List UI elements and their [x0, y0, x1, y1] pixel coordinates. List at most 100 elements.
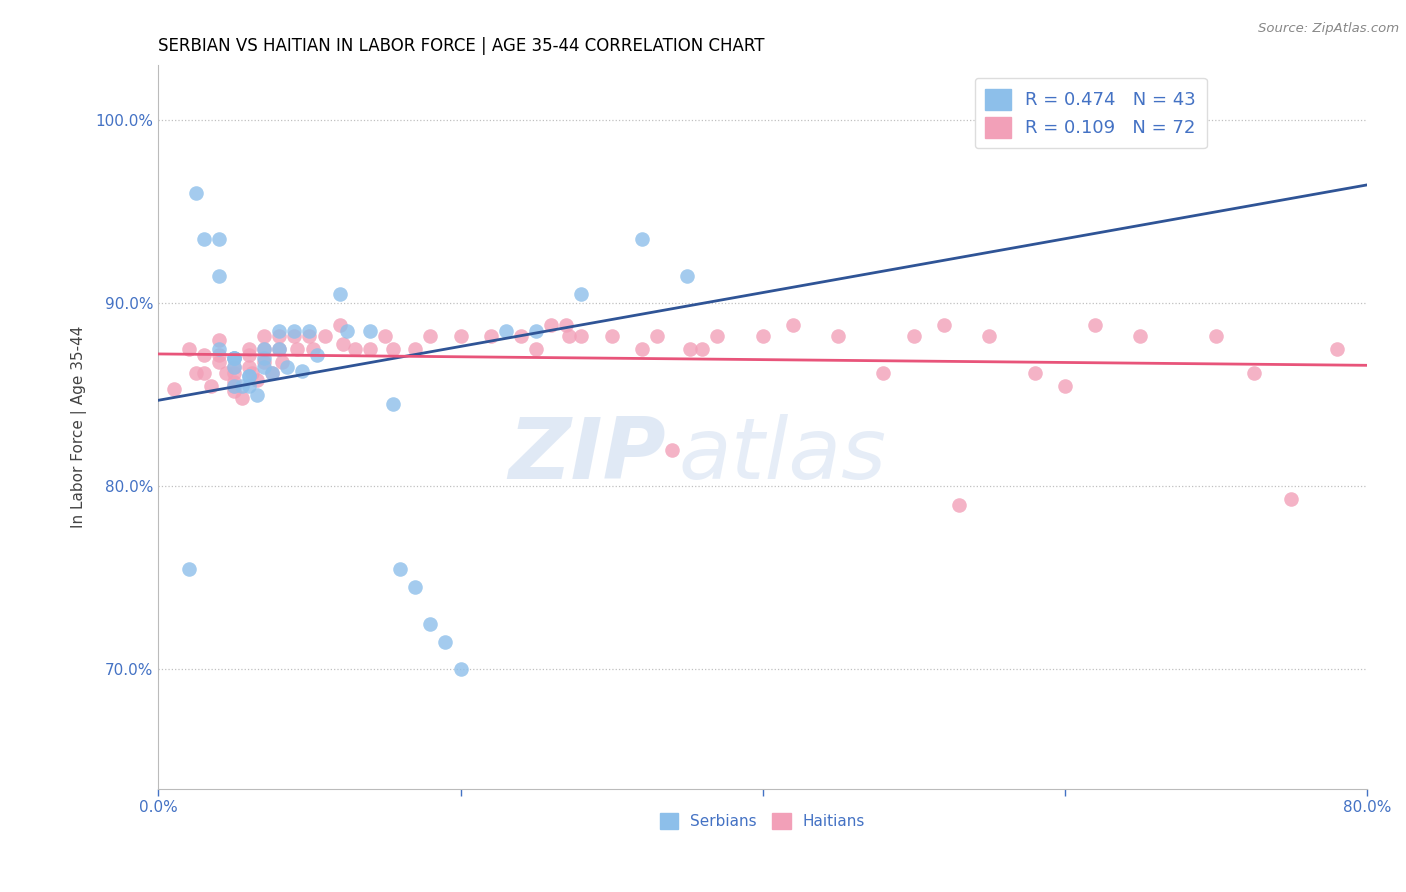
Point [336, 324, 359, 338]
Point [450, 329, 472, 343]
Legend: Serbians, Haitians: Serbians, Haitians [654, 807, 872, 835]
Point [283, 324, 305, 338]
Point [301, 342, 323, 356]
Point [329, 287, 352, 301]
Point [222, 351, 245, 366]
Point [291, 364, 314, 378]
Point [253, 329, 276, 343]
Point [932, 318, 955, 333]
Point [208, 333, 231, 347]
Point [222, 378, 245, 392]
Point [298, 329, 321, 343]
Point [246, 388, 269, 402]
Point [679, 342, 702, 356]
Point [208, 342, 231, 356]
Point [253, 351, 276, 366]
Point [479, 329, 502, 343]
Point [343, 342, 366, 356]
Point [222, 351, 245, 366]
Point [305, 347, 328, 361]
Point [231, 378, 253, 392]
Point [569, 287, 592, 301]
Point [238, 342, 260, 356]
Point [269, 329, 291, 343]
Point [246, 373, 269, 387]
Point [222, 351, 245, 366]
Point [260, 366, 283, 380]
Point [314, 329, 336, 343]
Point [782, 318, 804, 333]
Point [1129, 113, 1152, 128]
Point [222, 360, 245, 375]
Point [389, 562, 412, 576]
Point [450, 663, 472, 677]
Point [269, 324, 291, 338]
Text: SERBIAN VS HAITIAN IN LABOR FORCE | AGE 35-44 CORRELATION CHART: SERBIAN VS HAITIAN IN LABOR FORCE | AGE … [159, 37, 765, 55]
Point [1129, 329, 1152, 343]
Point [419, 616, 441, 631]
Text: ZIP: ZIP [509, 414, 666, 498]
Text: Source: ZipAtlas.com: Source: ZipAtlas.com [1258, 22, 1399, 36]
Point [193, 366, 215, 380]
Point [404, 342, 426, 356]
Point [630, 232, 652, 246]
Point [269, 342, 291, 356]
Point [208, 347, 231, 361]
Point [381, 397, 404, 411]
Point [298, 324, 321, 338]
Point [948, 498, 970, 512]
Point [269, 342, 291, 356]
Point [359, 324, 381, 338]
Point [222, 360, 245, 375]
Point [495, 324, 517, 338]
Point [329, 318, 352, 333]
Point [872, 366, 894, 380]
Point [1326, 342, 1348, 356]
Point [253, 360, 276, 375]
Text: atlas: atlas [678, 414, 886, 498]
Point [238, 369, 260, 384]
Point [524, 342, 547, 356]
Point [374, 329, 396, 343]
Point [276, 360, 298, 375]
Point [222, 378, 245, 392]
Point [676, 268, 699, 283]
Point [253, 342, 276, 356]
Point [222, 375, 245, 389]
Point [751, 329, 773, 343]
Point [1243, 366, 1265, 380]
Point [177, 562, 200, 576]
Point [827, 329, 849, 343]
Point [231, 392, 253, 406]
Point [200, 378, 222, 392]
Point [240, 366, 263, 380]
Point [177, 342, 200, 356]
Point [434, 635, 457, 649]
Point [208, 232, 231, 246]
Point [208, 355, 231, 369]
Point [903, 329, 925, 343]
Point [193, 347, 215, 361]
Y-axis label: In Labor Force | Age 35-44: In Labor Force | Age 35-44 [72, 326, 87, 528]
Point [1053, 378, 1076, 392]
Point [215, 366, 238, 380]
Point [186, 366, 208, 380]
Point [271, 355, 294, 369]
Point [1024, 366, 1046, 380]
Point [555, 318, 578, 333]
Point [600, 329, 623, 343]
Point [979, 329, 1001, 343]
Point [283, 329, 305, 343]
Point [706, 329, 728, 343]
Point [332, 336, 354, 351]
Point [1053, 113, 1076, 128]
Point [162, 382, 184, 396]
Point [238, 378, 260, 392]
Point [238, 360, 260, 375]
Point [238, 369, 260, 384]
Point [524, 324, 547, 338]
Point [381, 342, 404, 356]
Point [419, 329, 441, 343]
Point [540, 318, 562, 333]
Point [222, 384, 245, 399]
